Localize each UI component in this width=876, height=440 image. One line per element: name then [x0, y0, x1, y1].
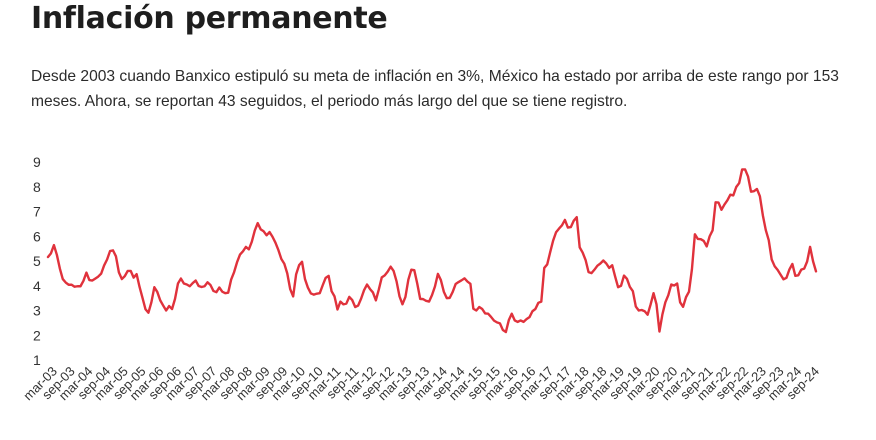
- x-axis: mar-03sep-03mar-04sep-04mar-05sep-05mar-…: [20, 364, 822, 404]
- y-tick-label: 5: [33, 253, 41, 269]
- inflation-series-line: [46, 168, 818, 334]
- y-tick-label: 1: [33, 352, 41, 368]
- y-tick-label: 6: [33, 228, 41, 244]
- y-tick-label: 4: [33, 278, 41, 294]
- page-title: Inflación permanente: [31, 1, 388, 36]
- y-axis: 1 2 3 4 5 6 7 8 9: [33, 154, 41, 368]
- y-tick-label: 2: [33, 327, 41, 343]
- page-subtitle: Desde 2003 cuando Banxico estipuló su me…: [31, 68, 839, 110]
- y-tick-label: 8: [33, 179, 41, 195]
- y-tick-label: 9: [33, 154, 41, 170]
- y-tick-label: 3: [33, 303, 41, 319]
- y-tick-label: 7: [33, 204, 41, 220]
